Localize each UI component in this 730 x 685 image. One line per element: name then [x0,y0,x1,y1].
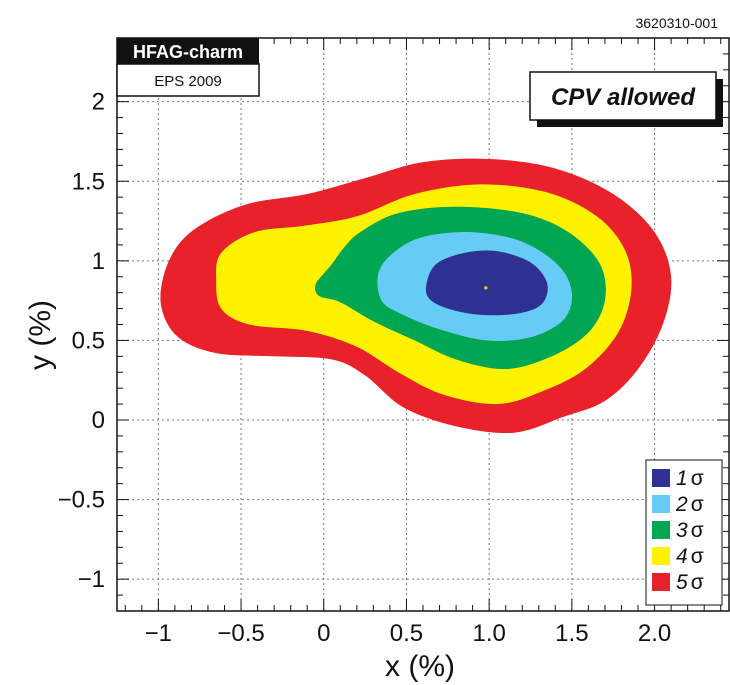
best-fit-point [484,286,488,290]
cpv-annotation: CPV allowed [529,71,723,127]
cpv-label: CPV allowed [551,84,696,111]
badge-sub-box [116,63,260,97]
y-tick-label: 0.5 [72,327,105,354]
cpv-box [529,71,717,121]
badge-subtitle: EPS 2009 [154,73,222,90]
badge-title-bg [117,38,259,64]
x-tick-label: 0.5 [390,620,423,647]
y-tick-label: 2 [92,89,105,116]
badge-title: HFAG-charm [133,42,243,62]
y-tick-label: −0.5 [58,487,105,514]
x-axis-title: x (%) [385,650,455,683]
axis-ticks: −1 −0.5 0 0.5 1.0 1.5 2.0 −1 −0.5 0 0.5 1 1.5 2 [58,37,729,647]
figure-id: 3620310-001 [635,15,718,31]
x-tick-label: −0.5 [217,620,264,647]
contour-regions [160,158,672,434]
best-fit-layer [484,286,488,290]
y-tick-label: 1.5 [72,168,105,195]
legend-swatch-3 [652,521,670,539]
legend-swatch-2 [652,495,670,513]
legend-swatch-4 [652,547,670,565]
contour-1-sigma [425,250,548,316]
y-tick-label: 1 [92,248,105,275]
x-tick-label: 1.5 [555,620,588,647]
x-tick-label: 1.0 [472,620,505,647]
x-tick-label: −1 [145,620,172,647]
hfag-badge: HFAG-charm EPS 2009 [116,38,260,97]
y-axis-title: y (%) [24,300,57,370]
legend-swatch-1 [652,469,670,487]
x-tick-label: 2.0 [638,620,671,647]
y-tick-label: 0 [92,407,105,434]
x-tick-label: 0 [317,620,330,647]
legend: 1 σ 2 σ 3 σ 4 σ 5 σ [645,459,723,606]
legend-swatch-5 [652,573,670,591]
plot-frame [116,37,730,612]
y-tick-label: −1 [78,566,105,593]
